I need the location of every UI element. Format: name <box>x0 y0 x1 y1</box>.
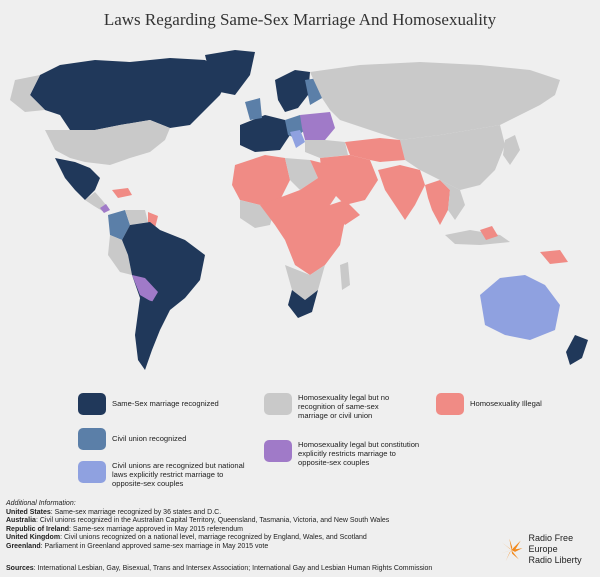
bolivia <box>132 275 158 302</box>
japan <box>503 135 520 165</box>
legend-swatch <box>264 440 292 462</box>
legend-label: Civil unions are recognized but national… <box>112 461 245 488</box>
north-africa-west <box>232 155 290 205</box>
mexico <box>55 158 100 200</box>
legend-label: Same-Sex marriage recognized <box>112 399 219 408</box>
madagascar <box>340 262 350 290</box>
central-africa <box>260 190 345 275</box>
map-title: Laws Regarding Same-Sex Marriage And Hom… <box>103 10 497 29</box>
southern-cone <box>135 298 160 370</box>
india <box>378 165 425 220</box>
indochina <box>440 180 465 220</box>
papua-new-guinea <box>540 250 568 264</box>
info-heading: Additional Information: <box>6 500 76 507</box>
world-map <box>10 50 588 370</box>
north-africa-central <box>285 158 318 190</box>
indonesia <box>445 230 510 245</box>
legend-legal-constitution-restricts: Homosexuality legal but constitution exp… <box>264 440 424 467</box>
legend-legal-no-recognition: Homosexuality legal but no recognition o… <box>264 393 414 420</box>
info-line: United Kingdom: Civil unions recognized … <box>6 534 367 542</box>
north-africa-east <box>300 160 340 205</box>
legend-swatch <box>264 393 292 415</box>
greenland <box>205 50 255 95</box>
legend-label: Homosexuality legal but constitution exp… <box>298 440 420 467</box>
info-line: United States: Same-sex marriage recogni… <box>6 508 222 516</box>
malaysia <box>480 226 498 240</box>
colombia <box>108 210 130 240</box>
uk-ireland <box>245 98 262 120</box>
legend-swatch <box>78 461 106 483</box>
legend-swatch <box>78 428 106 450</box>
central-asia <box>345 138 405 162</box>
legend-civil-unions-restrict: Civil unions are recognized but national… <box>78 461 258 488</box>
horn-of-africa <box>330 200 360 225</box>
logo-text: Radio Free Europe Radio Liberty <box>528 533 582 565</box>
turkey-caucasus <box>305 140 348 158</box>
legend-illegal: Homosexuality Illegal <box>436 393 586 415</box>
peru <box>108 235 132 275</box>
rferl-burst-icon <box>500 538 523 561</box>
legend-label: Homosexuality legal but no recognition o… <box>298 393 390 420</box>
australia <box>480 275 560 340</box>
legend-label: Civil union recognized <box>112 434 187 443</box>
united-states <box>45 120 170 165</box>
legend-label: Homosexuality Illegal <box>470 399 542 408</box>
info-line: Greenland: Parliament in Greenland appro… <box>6 542 269 550</box>
china-east-asia <box>400 125 505 190</box>
italy-region <box>290 130 305 148</box>
alaska <box>10 75 45 112</box>
legend-swatch <box>436 393 464 415</box>
legend-swatch <box>78 393 106 415</box>
scandinavia <box>275 70 310 112</box>
panama <box>100 204 110 213</box>
sources-line: Sources: International Lesbian, Gay, Bis… <box>6 565 433 572</box>
eastern-europe <box>300 112 335 140</box>
venezuela <box>125 210 148 225</box>
south-africa <box>288 290 318 318</box>
russia <box>310 62 560 140</box>
legend-same-sex-marriage: Same-Sex marriage recognized <box>78 393 248 415</box>
info-line: Australia: Civil unions recognized in th… <box>6 517 390 525</box>
southern-africa <box>285 265 325 300</box>
canada <box>30 58 230 130</box>
western-europe <box>240 115 290 152</box>
info-line: Republic of Ireland: Same-sex marriage a… <box>6 525 243 533</box>
new-zealand <box>566 335 588 365</box>
additional-information: Additional Information: United States: S… <box>6 500 486 552</box>
rferl-logo: Radio Free Europe Radio Liberty <box>500 533 600 566</box>
caribbean <box>112 188 132 198</box>
legend-civil-union: Civil union recognized <box>78 428 248 450</box>
southeast-asia <box>425 180 450 225</box>
